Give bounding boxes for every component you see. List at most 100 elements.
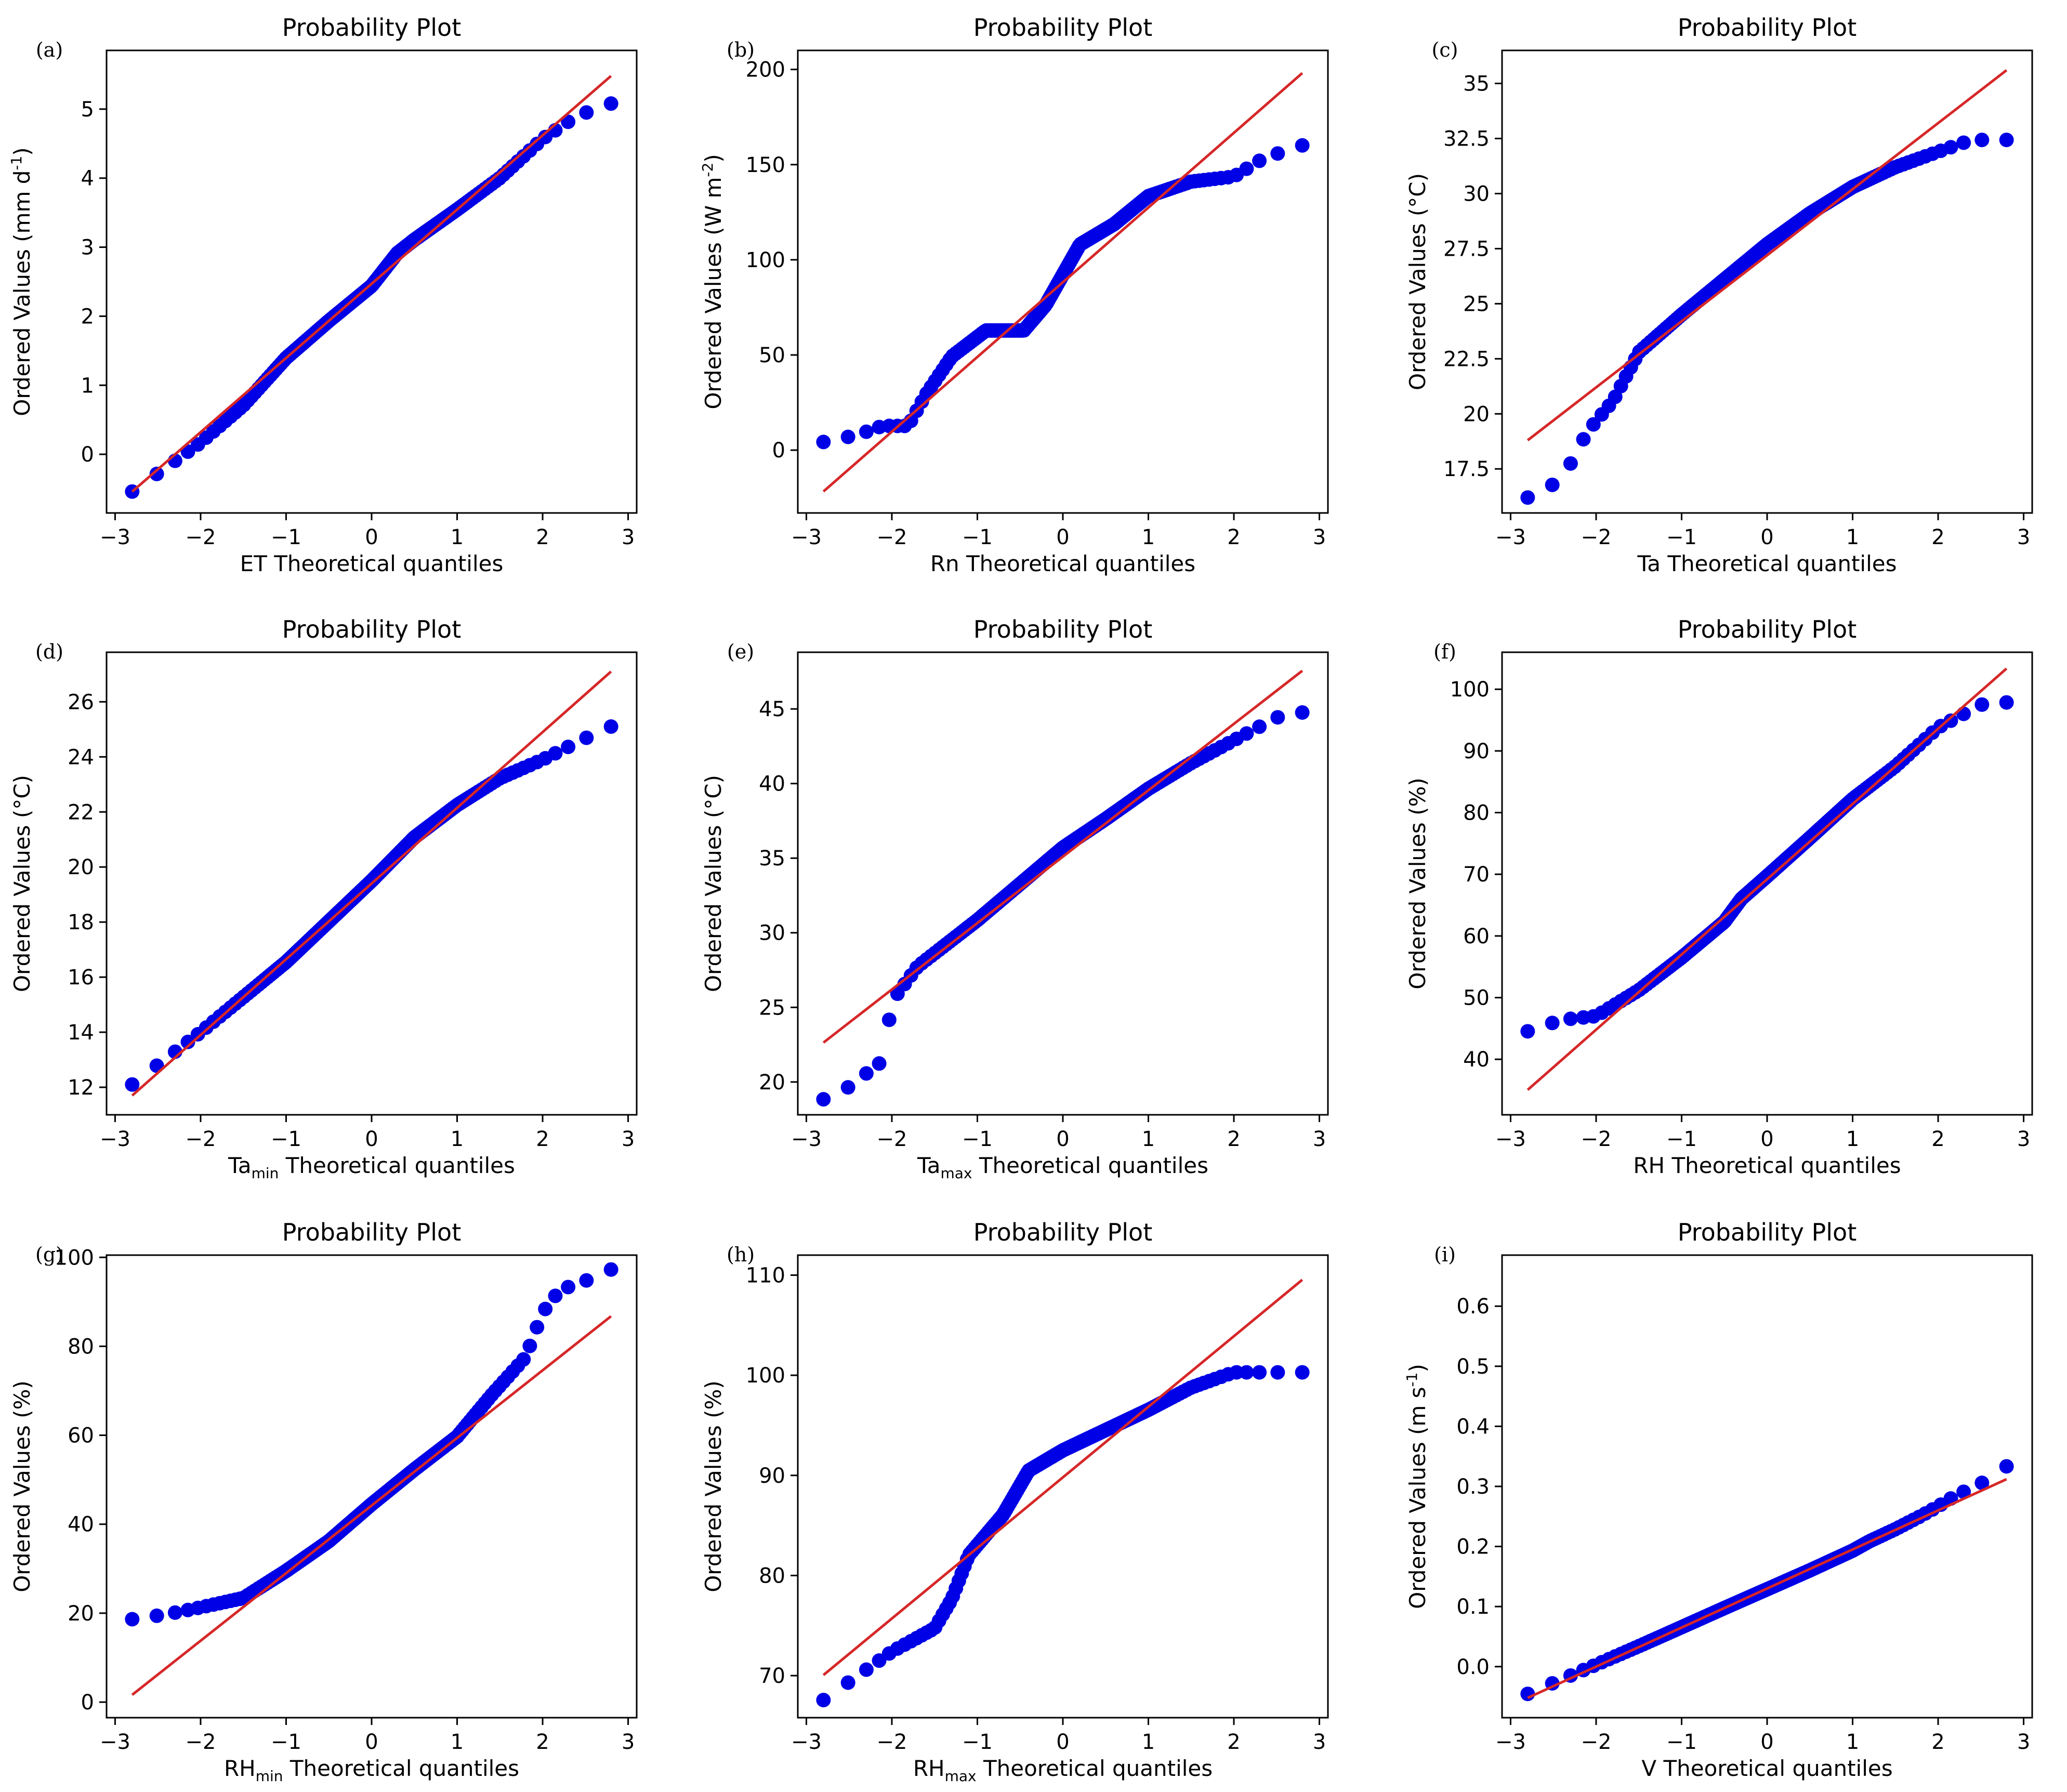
data-point bbox=[1999, 133, 2014, 148]
x-tick-label: −3 bbox=[100, 525, 130, 549]
x-axis-label: Rn Theoretical quantiles bbox=[930, 551, 1195, 576]
x-tick-label: 3 bbox=[1313, 1730, 1326, 1754]
x-tick-label: 2 bbox=[1227, 1127, 1240, 1151]
y-tick-label: 0.5 bbox=[1456, 1355, 1490, 1379]
data-point bbox=[516, 1352, 531, 1367]
x-tick-label: −2 bbox=[185, 1127, 216, 1151]
y-tick-label: 35 bbox=[1463, 72, 1490, 96]
data-point bbox=[603, 719, 618, 734]
panel-label: (a) bbox=[36, 38, 63, 61]
data-point bbox=[561, 740, 576, 755]
plot-title: Probability Plot bbox=[282, 1218, 461, 1246]
x-tick-label: 1 bbox=[1846, 1127, 1859, 1151]
fit-line bbox=[822, 669, 1304, 1044]
data-point bbox=[881, 1012, 897, 1027]
y-tick-label: 40 bbox=[759, 772, 785, 796]
data-point bbox=[167, 1605, 182, 1620]
panel-label: (d) bbox=[35, 640, 63, 663]
y-tick-label: 18 bbox=[68, 911, 94, 934]
y-tick-label: 22.5 bbox=[1443, 347, 1490, 371]
fit-line bbox=[1527, 1478, 2007, 1699]
x-tick-label: 1 bbox=[1142, 1127, 1155, 1151]
x-tick-label: −2 bbox=[1581, 1730, 1611, 1754]
x-tick-label: 0 bbox=[365, 1127, 378, 1151]
data-point bbox=[561, 114, 576, 129]
x-tick-label: −3 bbox=[1495, 1127, 1526, 1151]
y-tick-label: 60 bbox=[68, 1424, 94, 1448]
y-tick-label: 5 bbox=[81, 98, 94, 122]
x-tick-label: −1 bbox=[271, 1730, 301, 1754]
x-tick-label: −3 bbox=[1495, 1730, 1526, 1754]
x-tick-label: −1 bbox=[962, 525, 993, 549]
data-point bbox=[816, 434, 831, 450]
data-point bbox=[561, 1280, 576, 1295]
y-tick-label: 70 bbox=[1463, 863, 1490, 887]
fit-line bbox=[822, 1279, 1304, 1676]
plot-title: Probability Plot bbox=[1678, 14, 1857, 42]
data-point bbox=[1520, 1024, 1535, 1039]
x-tick-label: 2 bbox=[536, 525, 549, 549]
data-point bbox=[859, 1066, 874, 1081]
x-tick-label: 1 bbox=[451, 525, 464, 549]
x-tick-label: −3 bbox=[100, 1127, 130, 1151]
x-tick-label: 0 bbox=[1056, 1730, 1069, 1754]
data-point bbox=[1943, 140, 1958, 155]
y-tick-label: 20 bbox=[68, 855, 94, 879]
x-tick-label: 3 bbox=[622, 1730, 635, 1754]
y-tick-label: 27.5 bbox=[1443, 237, 1490, 261]
x-tick-label: −1 bbox=[271, 1127, 301, 1151]
y-axis-label: Ordered Values (%) bbox=[9, 1380, 35, 1592]
y-tick-label: 0 bbox=[772, 439, 785, 463]
x-tick-label: 0 bbox=[1056, 525, 1069, 549]
x-tick-label: 0 bbox=[1760, 1730, 1773, 1754]
data-point bbox=[1956, 135, 1971, 150]
fit-line bbox=[1526, 667, 2008, 1091]
x-tick-label: −3 bbox=[791, 1730, 822, 1754]
data-point bbox=[548, 746, 563, 761]
data-point bbox=[579, 1273, 594, 1288]
x-tick-label: 1 bbox=[1846, 1730, 1859, 1754]
y-axis-label: Ordered Values (W m-2) bbox=[699, 154, 726, 409]
x-tick-label: −1 bbox=[1666, 1127, 1697, 1151]
x-tick-label: 1 bbox=[1142, 525, 1155, 549]
data-point bbox=[1956, 1484, 1971, 1499]
data-point bbox=[816, 1693, 831, 1708]
y-axis-label: Ordered Values (mm d-1) bbox=[8, 147, 35, 416]
data-point bbox=[1563, 456, 1578, 471]
data-point bbox=[1974, 133, 1990, 148]
panel-label: (f) bbox=[1433, 640, 1456, 663]
y-axis-label: Ordered Values (°C) bbox=[701, 775, 726, 992]
data-point bbox=[1943, 713, 1958, 728]
plot-title: Probability Plot bbox=[282, 14, 461, 42]
data-point bbox=[1974, 697, 1990, 712]
x-tick-label: −2 bbox=[876, 525, 907, 549]
y-tick-label: 16 bbox=[68, 966, 94, 990]
x-tick-label: −3 bbox=[1495, 525, 1526, 549]
y-tick-label: 22 bbox=[68, 800, 94, 824]
subplot-g: Probability Plot (g) −3 −2 −1 0 1 2 3 0 20 40 60 80 10… bbox=[9, 1218, 638, 1785]
data-point bbox=[1295, 1365, 1310, 1380]
data-point bbox=[125, 1612, 140, 1627]
plot-title: Probability Plot bbox=[973, 615, 1152, 643]
y-tick-label: 90 bbox=[759, 1464, 785, 1488]
x-tick-label: 0 bbox=[1760, 1127, 1773, 1151]
y-tick-label: 150 bbox=[746, 153, 785, 177]
x-tick-label: 3 bbox=[2017, 1127, 2030, 1151]
data-point bbox=[1270, 146, 1285, 161]
y-tick-label: 32.5 bbox=[1443, 127, 1490, 151]
y-tick-label: 26 bbox=[68, 690, 94, 714]
subplot-c: Probability Plot (c) −3 −2 −1 0 1 2 3 17.5 20 22.5 2… bbox=[1405, 14, 2033, 576]
x-tick-label: −2 bbox=[876, 1730, 907, 1754]
y-tick-label: 70 bbox=[759, 1664, 785, 1688]
x-axis-label: ET Theoretical quantiles bbox=[240, 551, 504, 576]
x-tick-label: −1 bbox=[271, 525, 301, 549]
x-tick-label: −2 bbox=[1581, 525, 1611, 549]
x-tick-label: 3 bbox=[1313, 1127, 1326, 1151]
data-point bbox=[840, 1080, 855, 1095]
subplot-b: Probability Plot (b) −3 −2 −1 0 1 2 3 0 50 100 150 20… bbox=[699, 14, 1329, 576]
panel-label: (h) bbox=[727, 1243, 755, 1266]
data-point bbox=[1576, 432, 1591, 447]
subplot-a: Probability Plot (a) −3 −2 −1 0 1 2 3 0 1 2 3 4 5 ET Th… bbox=[8, 14, 638, 576]
y-tick-label: 14 bbox=[68, 1021, 94, 1045]
x-axis-label: RHmax Theoretical quantiles bbox=[913, 1756, 1213, 1785]
